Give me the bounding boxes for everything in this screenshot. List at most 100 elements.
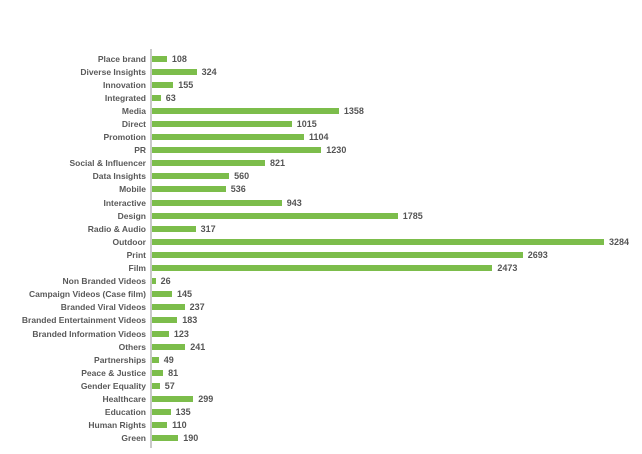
bar-track: 1230 — [150, 144, 642, 157]
bar-track: 155 — [150, 78, 642, 91]
category-label: Human Rights — [88, 420, 146, 431]
value-label: 241 — [190, 341, 206, 352]
chart-row: Mobile 536 — [0, 183, 642, 196]
category-label: Film — [128, 263, 146, 274]
bar-track: 241 — [150, 340, 642, 353]
bar — [152, 356, 159, 363]
bar — [152, 382, 160, 389]
bar-track: 49 — [150, 353, 642, 366]
chart-row: Social & Influencer 821 — [0, 157, 642, 170]
chart-row: Others 241 — [0, 340, 642, 353]
bar-track: 1104 — [150, 131, 642, 144]
bar — [152, 160, 265, 167]
value-label: 324 — [201, 66, 217, 77]
category-label: Campaign Videos (Case film) — [29, 289, 146, 300]
chart-row: Radio & Audio 317 — [0, 222, 642, 235]
category-label: Media — [121, 105, 146, 116]
bar-track: 1358 — [150, 104, 642, 117]
chart-row: Human Rights 110 — [0, 419, 642, 432]
bar — [152, 186, 226, 193]
bar — [152, 395, 194, 402]
value-label: 536 — [230, 184, 246, 195]
category-label: Others — [118, 341, 146, 352]
bar-track: 237 — [150, 301, 642, 314]
bar — [152, 265, 493, 272]
chart-row: Interactive 943 — [0, 196, 642, 209]
chart-row: Data Insights 560 — [0, 170, 642, 183]
bar-track: 3284 — [150, 235, 642, 248]
chart-row: Healthcare 299 — [0, 392, 642, 405]
bar — [152, 330, 169, 337]
chart-row: Education 135 — [0, 406, 642, 419]
chart-row: Branded Entertainment Videos 183 — [0, 314, 642, 327]
category-label: Promotion — [103, 132, 147, 143]
category-label: Diverse Insights — [80, 66, 146, 77]
value-label: 81 — [168, 367, 179, 378]
value-label: 1358 — [343, 105, 364, 116]
bar — [152, 435, 179, 442]
bar-track: 26 — [150, 275, 642, 288]
category-label: Healthcare — [102, 393, 146, 404]
bar — [152, 68, 197, 75]
value-label: 299 — [198, 393, 214, 404]
chart-row: Film 2473 — [0, 262, 642, 275]
value-label: 108 — [171, 53, 187, 64]
bar — [152, 291, 172, 298]
bar — [152, 147, 322, 154]
bar-track: 63 — [150, 91, 642, 104]
bar — [152, 251, 523, 258]
category-label: Direct — [121, 119, 146, 130]
chart-row: Integrated 63 — [0, 91, 642, 104]
category-label: Innovation — [103, 79, 146, 90]
chart-row: Print 2693 — [0, 248, 642, 261]
bar-track: 821 — [150, 157, 642, 170]
bar-track: 943 — [150, 196, 642, 209]
bar — [152, 278, 156, 285]
value-label: 1015 — [296, 119, 317, 130]
category-label: Peace & Justice — [81, 367, 146, 378]
bar-track: 57 — [150, 379, 642, 392]
bar — [152, 81, 174, 88]
value-label: 1104 — [309, 132, 329, 143]
category-label: PR — [134, 145, 146, 156]
bar-track: 536 — [150, 183, 642, 196]
bar — [152, 134, 304, 141]
chart-row: Gender Equality 57 — [0, 379, 642, 392]
bar — [152, 121, 292, 128]
category-label: Print — [126, 249, 146, 260]
bar — [152, 199, 282, 206]
category-label: Social & Influencer — [69, 158, 146, 169]
value-label: 1230 — [326, 145, 347, 156]
bar — [152, 212, 398, 219]
chart-row: Non Branded Videos 26 — [0, 275, 642, 288]
chart-row: Media 1358 — [0, 104, 642, 117]
bar — [152, 422, 168, 429]
category-label: Branded Viral Videos — [60, 302, 146, 313]
bar-track: 1015 — [150, 117, 642, 130]
value-label: 26 — [160, 276, 171, 287]
chart-row: Peace & Justice 81 — [0, 366, 642, 379]
chart-row: Place brand 108 — [0, 52, 642, 65]
chart-row: Design 1785 — [0, 209, 642, 222]
bar-track: 2473 — [150, 262, 642, 275]
value-label: 317 — [200, 223, 216, 234]
bar-track: 299 — [150, 392, 642, 405]
category-label: Education — [104, 407, 146, 418]
chart-row: Promotion 1104 — [0, 131, 642, 144]
bar-track: 2693 — [150, 248, 642, 261]
value-label: 190 — [183, 433, 199, 444]
bar-track: 81 — [150, 366, 642, 379]
bar — [152, 343, 186, 350]
bar-track: 190 — [150, 432, 642, 445]
chart-row: Outdoor 3284 — [0, 235, 642, 248]
bar — [152, 317, 178, 324]
value-label: 145 — [177, 289, 193, 300]
bar — [152, 369, 164, 376]
bar — [152, 107, 339, 114]
category-label: Interactive — [103, 197, 146, 208]
value-label: 560 — [234, 171, 250, 182]
bar-track: 183 — [150, 314, 642, 327]
value-label: 821 — [270, 158, 286, 169]
chart-row: Campaign Videos (Case film) 145 — [0, 288, 642, 301]
